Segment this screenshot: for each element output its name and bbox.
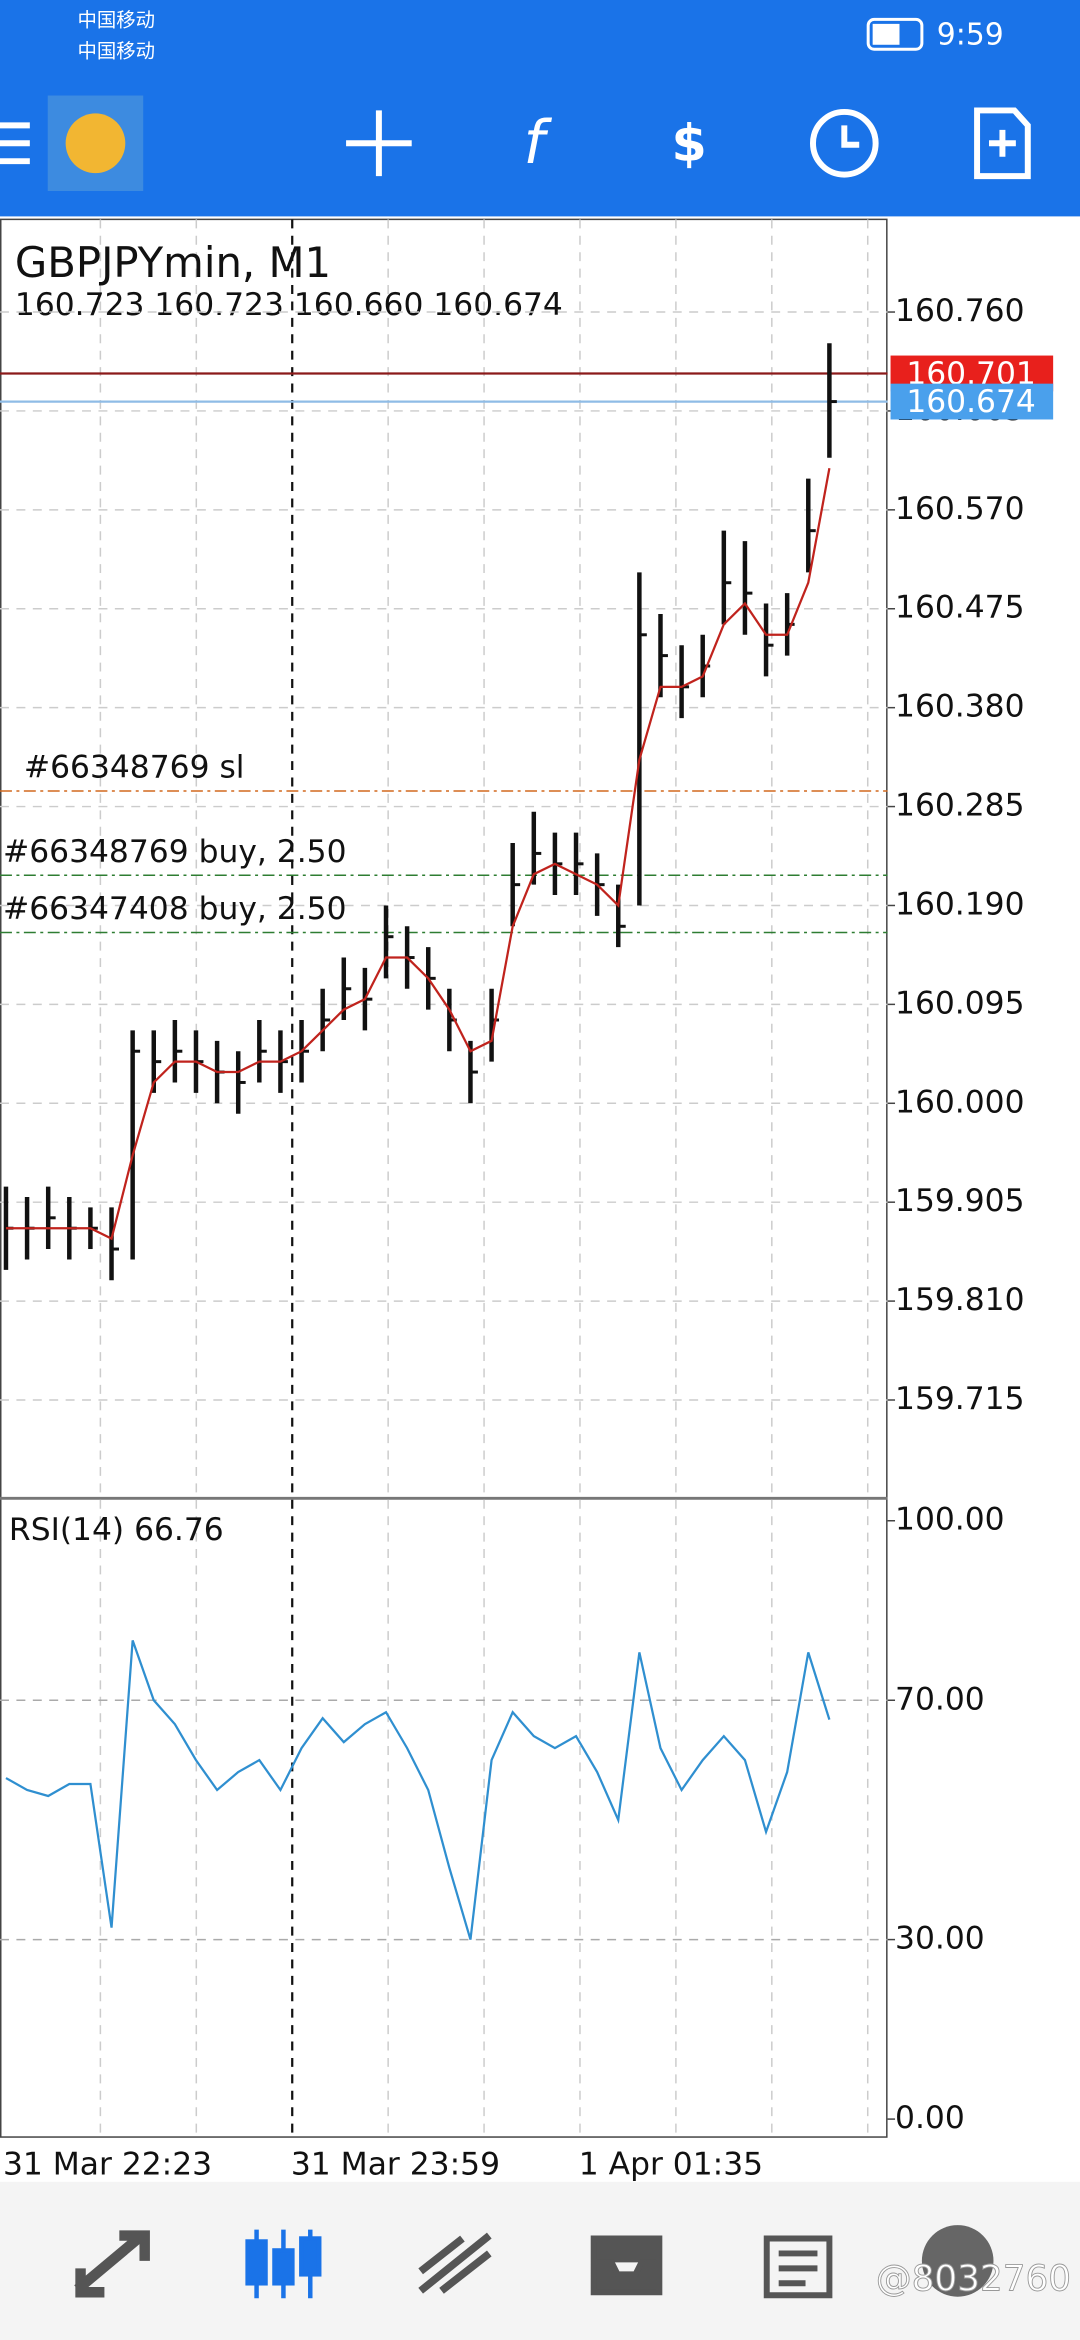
rsi-tick-label: 0.00	[895, 2100, 965, 2136]
vertical-grid	[99, 219, 869, 2138]
chart-tab[interactable]	[245, 2229, 322, 2299]
battery	[866, 17, 924, 51]
history-tab[interactable]	[590, 2235, 663, 2296]
carrier: 中国移动	[78, 40, 155, 63]
y-tick-label: 159.715	[895, 1381, 1025, 1417]
order-label: #66348769 buy, 2.50	[3, 834, 347, 870]
crosshair-button[interactable]	[346, 110, 412, 177]
moving-average	[5, 467, 831, 1241]
carrier: 中国移动	[78, 8, 155, 31]
trade-tab[interactable]	[418, 2232, 492, 2294]
clock: 9:59	[937, 17, 1004, 52]
rsi-tick-label: 100.00	[895, 1502, 1005, 1538]
chart-title: GBPJPYmin, M1	[15, 238, 331, 287]
x-tick-label: 1 Apr 01:35	[579, 2146, 763, 2182]
y-tick-label: 160.760	[895, 293, 1025, 329]
quotes-tab[interactable]	[74, 2230, 150, 2298]
y-tick-label: 159.905	[895, 1183, 1025, 1219]
y-tick-label: 159.810	[895, 1282, 1025, 1318]
app-bar	[0, 0, 1080, 217]
x-tick-label: 31 Mar 22:23	[3, 2146, 212, 2182]
messages-tab[interactable]	[921, 2225, 994, 2297]
y-tick-label: 160.190	[895, 886, 1025, 922]
order-label: #66348769 sl	[24, 750, 245, 786]
battery-level	[872, 23, 900, 45]
watermark: @8032760	[876, 2258, 1071, 2299]
y-tick-label: 160.475	[895, 590, 1025, 626]
y-tick-label: 160.095	[895, 985, 1025, 1021]
chart-frame	[0, 218, 888, 2138]
bottom-nav	[0, 2181, 1080, 2340]
period-button[interactable]	[810, 108, 879, 178]
y-tick-label: 160.000	[895, 1084, 1025, 1120]
menu-button[interactable]	[0, 122, 30, 165]
new-order-button[interactable]	[974, 107, 1031, 180]
logo-mark	[65, 113, 126, 174]
rsi-label: RSI(14) 66.76	[9, 1512, 224, 1548]
trade-button[interactable]: $	[672, 113, 707, 172]
clock-hands	[841, 125, 860, 148]
ohlc-label: 160.723 160.723 160.660 160.674	[15, 287, 563, 323]
y-tick-label: 160.285	[895, 788, 1025, 824]
order-label: #66347408 buy, 2.50	[3, 891, 347, 927]
rsi-tick-label: 70.00	[895, 1681, 985, 1717]
x-tick-label: 31 Mar 23:59	[291, 2146, 500, 2182]
price-tag	[890, 383, 1054, 420]
rsi-tick-label: 30.00	[895, 1921, 985, 1957]
y-tick-label: 160.380	[895, 689, 1025, 725]
rsi-line	[5, 1640, 831, 1940]
news-tab[interactable]	[763, 2235, 833, 2299]
y-tick-label: 160.570	[895, 491, 1025, 527]
price-tag-label: 160.674	[906, 384, 1036, 420]
